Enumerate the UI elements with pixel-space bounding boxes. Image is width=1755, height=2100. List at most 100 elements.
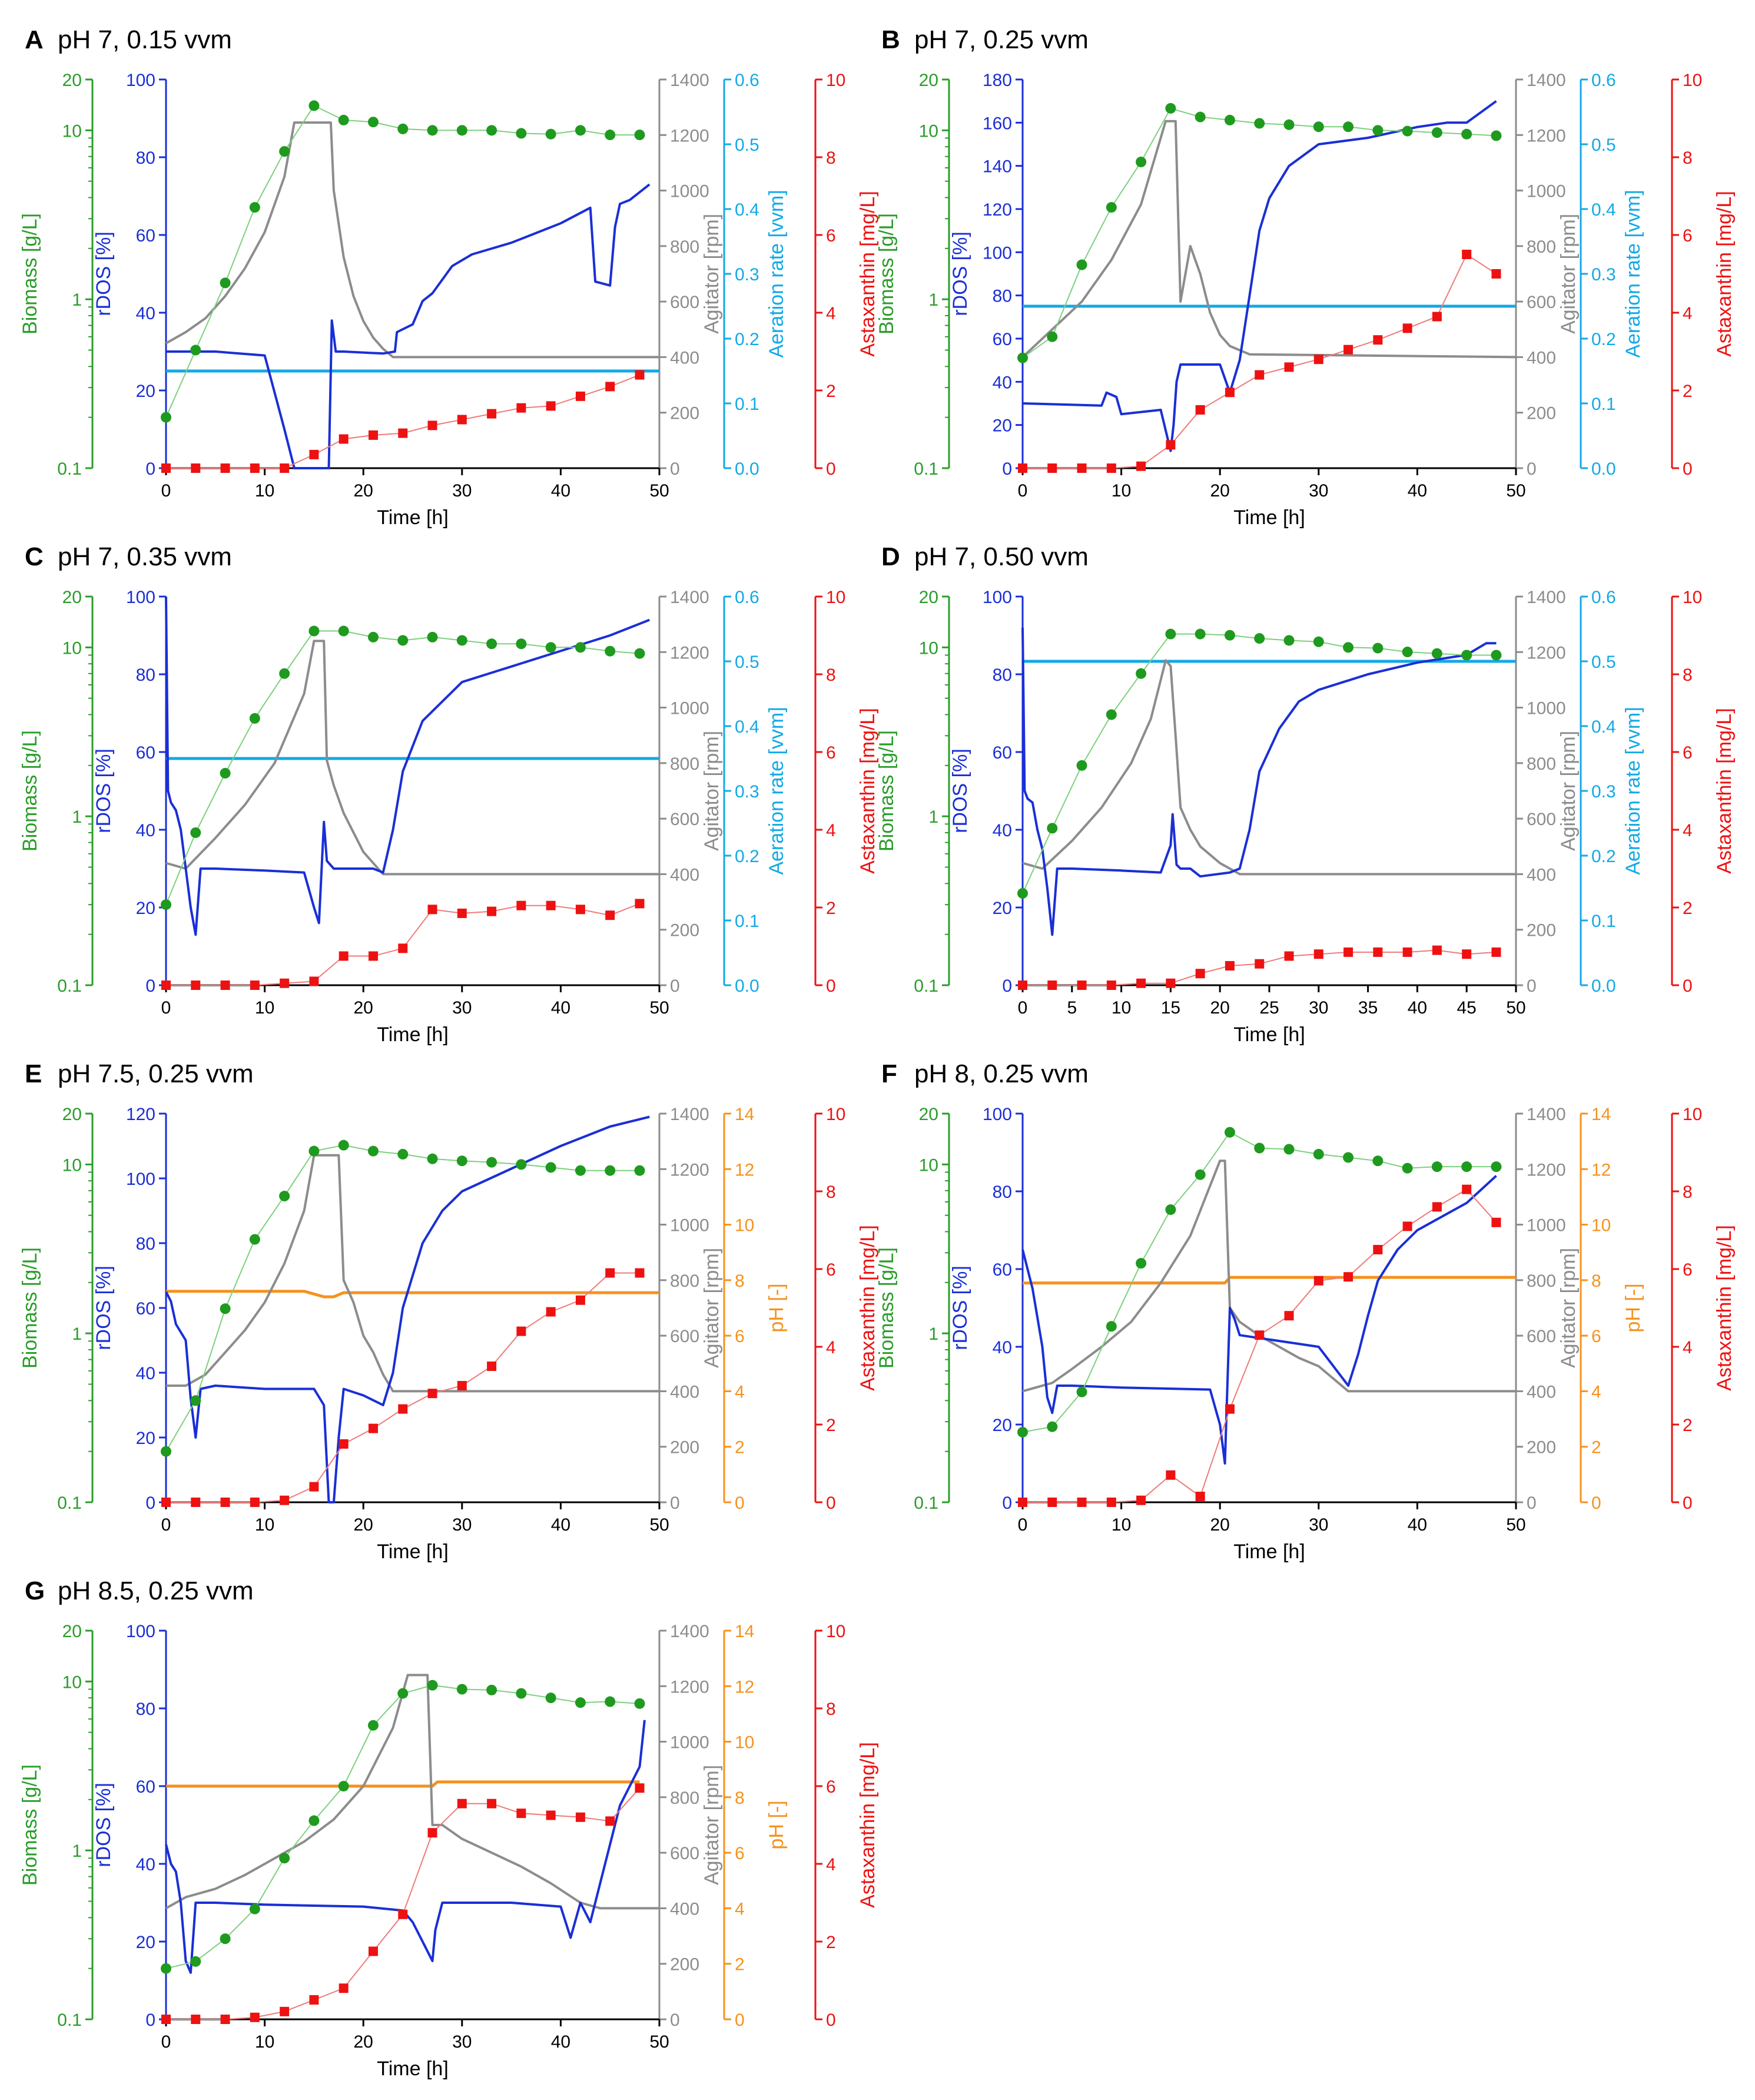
data-point [367,117,379,128]
tick-label: 8 [735,1788,745,1808]
tick-label: 1000 [1527,182,1566,201]
tick-label: 10 [1112,998,1131,1018]
tick-label: 0 [1002,459,1012,479]
tick-label: 100 [126,71,155,90]
data-point [249,713,260,724]
data-point [339,951,349,961]
tick-label: 0.3 [735,265,759,284]
data-point [398,428,408,438]
tick-label: 8 [1683,1183,1693,1202]
series-line [165,596,650,936]
tick-label: 60 [993,743,1012,763]
tick-label: 20 [354,481,373,501]
tick-label: 0.0 [1591,976,1616,996]
tick-label: 0.6 [1591,588,1616,607]
data-point [1402,1221,1412,1231]
panel-title: pH 7.5, 0.25 vvm [58,1059,254,1088]
x-axis: 0 10 20 30 40 50 Time [h] [161,984,669,1046]
data-point [338,114,349,125]
data-point [457,1798,467,1808]
data-point [605,1165,616,1176]
data-point [635,1783,645,1793]
data-point [279,668,290,679]
data-point [1077,981,1087,990]
axis-title: Astaxanthin [mg/L] [857,708,879,874]
tick-label: 1 [928,1324,938,1344]
series-agitator [165,640,659,876]
series-connector [1023,1188,1497,1503]
panel-title: pH 7, 0.35 vvm [58,542,232,571]
panel-label: G [25,1576,45,1605]
tick-label: 20 [136,1933,155,1952]
data-point [634,130,645,141]
tick-label: 1 [928,290,938,310]
axis-rdos: 0 20 40 60 80 100 rDOS [%] [92,1622,167,2030]
tick-label: 0 [670,2010,680,2030]
axis-title: pH [-] [1622,1283,1644,1332]
axis-title: Astaxanthin [mg/L] [857,191,879,357]
data-point [1195,1492,1205,1502]
data-point [190,345,201,356]
panel-label: D [881,542,900,571]
data-point [1491,1161,1502,1172]
x-axis-title: Time [h] [1233,1023,1305,1046]
tick-label: 0 [145,459,155,479]
tick-label: 50 [1506,1515,1525,1535]
data-point [1313,636,1324,647]
series-rdos [1021,627,1497,936]
data-point [1462,949,1472,959]
tick-label: 20 [1210,1515,1230,1535]
data-point [308,100,320,111]
tick-label: 1200 [1527,126,1566,145]
tick-label: 20 [354,2032,373,2052]
tick-label: 600 [670,810,699,829]
data-point [161,1498,171,1507]
data-point [249,1234,260,1245]
data-point [634,648,645,659]
tick-label: 10 [1683,71,1702,90]
data-point [1283,635,1295,646]
tick-label: 1400 [670,71,709,90]
series-biomass [161,625,645,910]
axis-title: Agitator [rpm] [701,731,723,851]
data-point [397,635,409,646]
data-point [1284,1311,1294,1321]
axis-title: Agitator [rpm] [701,1248,723,1368]
tick-label: 40 [136,1855,155,1874]
series-line [1023,1276,1516,1285]
axis-title: Agitator [rpm] [1557,731,1580,851]
series-line [1021,1175,1497,1465]
tick-label: 400 [1527,348,1556,367]
x-axis-title: Time [h] [377,1541,449,1563]
tick-label: 0.6 [1591,71,1616,90]
data-point [1017,887,1028,899]
tick-label: 4 [826,1338,836,1357]
tick-label: 50 [1506,998,1525,1018]
data-point [487,906,497,916]
x-axis: 0 10 20 30 40 50 Time [h] [161,467,669,529]
tick-label: 10 [62,1155,82,1175]
data-point [1077,1498,1087,1507]
tick-label: 0.3 [735,782,759,801]
axis-title: Agitator [rpm] [1557,1248,1580,1368]
axis-title: Astaxanthin [mg/L] [1713,1225,1736,1391]
data-point [1491,650,1502,661]
tick-label: 4 [1591,1382,1601,1402]
tick-label: 80 [993,1183,1012,1202]
tick-label: 40 [1408,481,1427,501]
data-point [427,631,438,642]
tick-label: 10 [255,998,274,1018]
data-point [575,1165,586,1176]
tick-label: 120 [126,1105,155,1124]
data-point [397,1688,409,1699]
data-point [367,1720,379,1731]
axis-ph: 0 2 4 6 8 10 12 14 pH [-] [723,1622,788,2030]
data-point [1491,947,1501,957]
data-point [279,1853,290,1864]
tick-label: 0 [826,976,836,996]
data-point [1284,362,1294,372]
tick-label: 40 [551,481,570,501]
series-astaxanthin [1018,945,1501,990]
tick-label: 100 [983,1105,1012,1124]
